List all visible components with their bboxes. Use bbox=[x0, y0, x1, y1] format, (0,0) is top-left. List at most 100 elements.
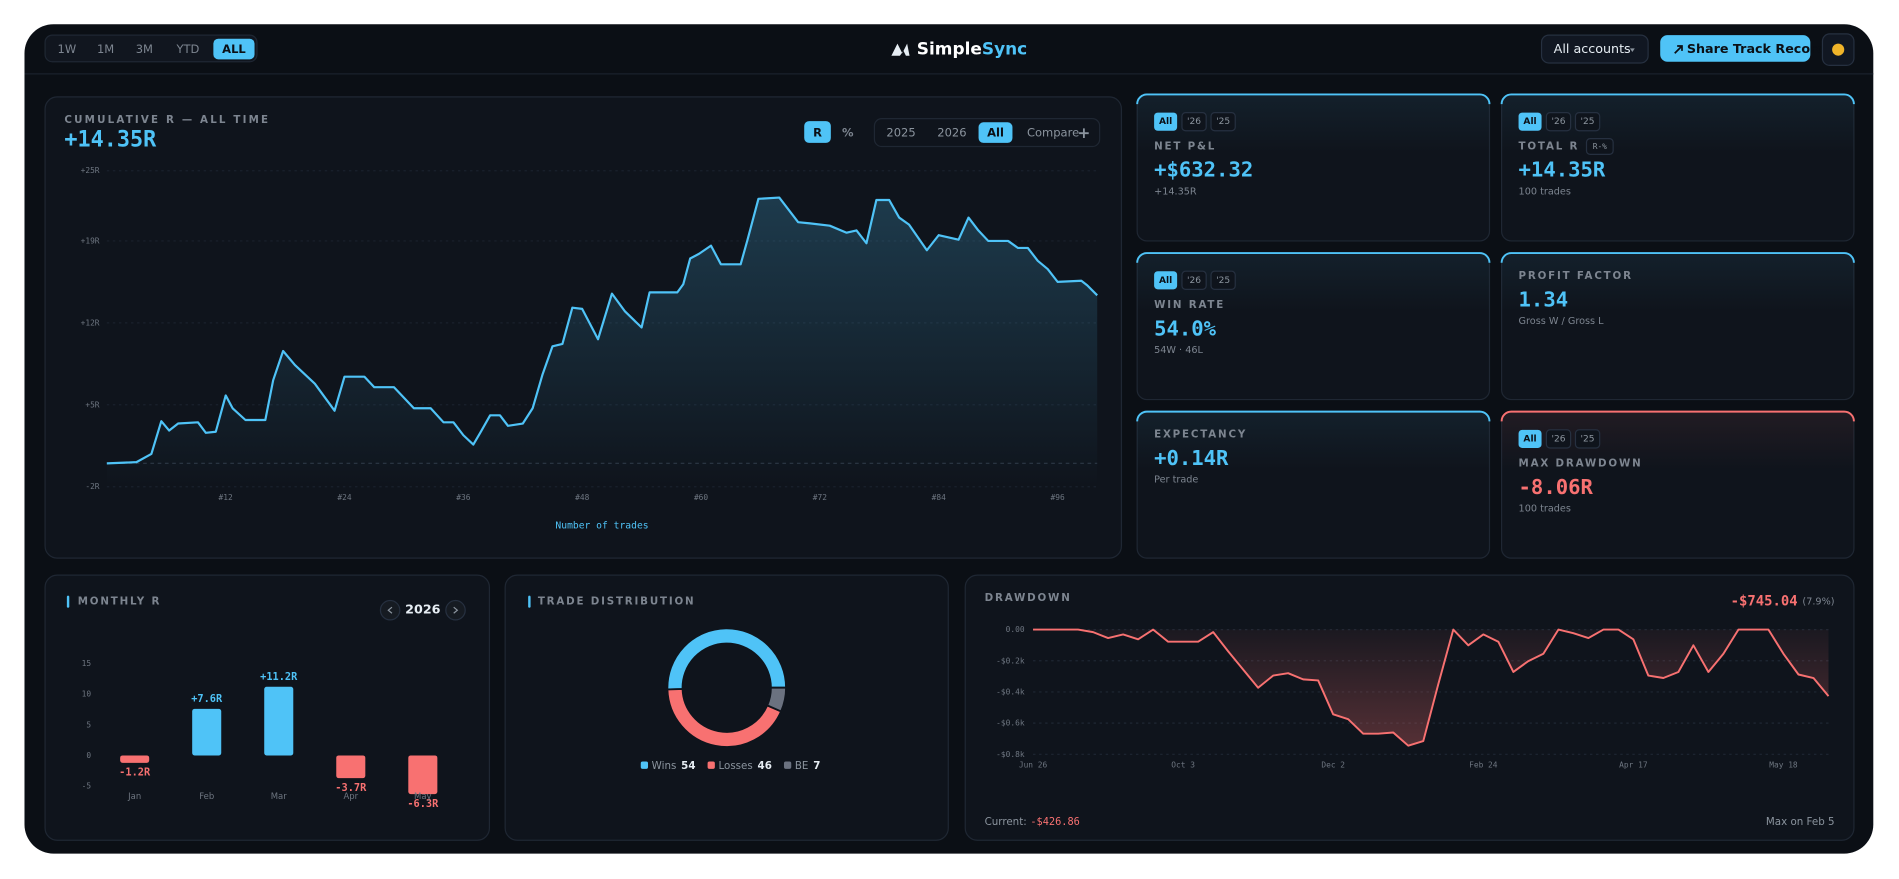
kpi-tab-label[interactable]: All bbox=[1523, 434, 1536, 444]
kpi-badge-label: R-% bbox=[1593, 142, 1607, 151]
unit-toggle[interactable]: R bbox=[813, 126, 822, 140]
kpi-tab-label[interactable]: '26 bbox=[1187, 276, 1201, 286]
y-tick-label: 5 bbox=[86, 720, 91, 729]
share-button[interactable] bbox=[1660, 35, 1811, 62]
kpi-tab-label[interactable]: All bbox=[1159, 276, 1172, 286]
account-select[interactable] bbox=[1540, 34, 1649, 64]
y-tick-label: +12R bbox=[81, 318, 100, 327]
kpi-tab-label[interactable]: '26 bbox=[1187, 117, 1201, 127]
prev-button[interactable] bbox=[379, 599, 401, 621]
period-tab[interactable]: 2025 bbox=[886, 126, 915, 140]
range-tab[interactable]: ALL bbox=[222, 42, 246, 56]
kpi-label: WIN RATE bbox=[1154, 299, 1225, 311]
range-tab[interactable]: 3M bbox=[136, 42, 153, 56]
range-tab[interactable]: YTD bbox=[175, 42, 199, 56]
kpi-accent bbox=[1136, 410, 1491, 422]
kpi-tab[interactable] bbox=[1518, 112, 1542, 131]
active-tab[interactable] bbox=[978, 122, 1013, 143]
sun-icon bbox=[1832, 43, 1845, 56]
prev-icon bbox=[387, 606, 393, 614]
kpi-tab[interactable] bbox=[1210, 270, 1236, 290]
legend-label: Losses bbox=[718, 760, 752, 772]
kpi-tab[interactable] bbox=[1518, 429, 1542, 448]
caret bbox=[1629, 48, 1635, 53]
next-icon bbox=[453, 606, 459, 614]
active-tab[interactable] bbox=[213, 38, 255, 60]
y-tick-label: +25R bbox=[81, 166, 100, 175]
x-tick-label: #36 bbox=[456, 493, 470, 502]
y-tick-label: 0.00 bbox=[1006, 625, 1025, 634]
bar bbox=[336, 755, 366, 779]
legend-swatch bbox=[640, 761, 649, 769]
range-tab[interactable]: 1W bbox=[58, 42, 77, 56]
drawdown-percent: (7.9%) bbox=[1802, 597, 1834, 608]
panel-label: CUMULATIVE R — ALL TIME bbox=[64, 114, 270, 126]
kpi-tab[interactable] bbox=[1154, 271, 1178, 290]
kpi-value: 54.0% bbox=[1154, 316, 1217, 340]
kpi-tab-label[interactable]: All bbox=[1523, 117, 1536, 127]
range-tabs bbox=[44, 34, 258, 63]
legend-swatch bbox=[783, 761, 792, 769]
period-tab[interactable]: All bbox=[987, 126, 1004, 140]
distribution-panel bbox=[504, 574, 949, 841]
kpi-tab-label[interactable]: '25 bbox=[1216, 276, 1230, 286]
kpi-accent bbox=[1500, 410, 1855, 422]
kpi-tab[interactable] bbox=[1574, 111, 1601, 132]
kpi-accent bbox=[1500, 252, 1855, 263]
next-button[interactable] bbox=[445, 599, 466, 621]
x-tick-label: Jan bbox=[127, 791, 141, 801]
area bbox=[106, 197, 1098, 487]
active-toggle[interactable] bbox=[804, 121, 831, 143]
period-tab[interactable]: 2026 bbox=[937, 126, 966, 140]
current-label: Current: bbox=[985, 816, 1027, 828]
kpi-label: NET P&L bbox=[1154, 141, 1216, 153]
panel-title: TRADE DISTRIBUTION bbox=[538, 596, 696, 608]
kpi-tab-label[interactable]: '25 bbox=[1581, 117, 1595, 127]
y-tick-label: -$0.8k bbox=[996, 750, 1025, 759]
bar bbox=[120, 755, 150, 763]
kpi-tab[interactable] bbox=[1545, 429, 1572, 449]
y-tick-label: -5 bbox=[82, 782, 92, 791]
compare-button[interactable]: Compare bbox=[1027, 126, 1079, 140]
y-tick-label: 15 bbox=[82, 659, 92, 668]
kpi-label: EXPECTANCY bbox=[1154, 429, 1247, 441]
share-button-label[interactable]: Share Track Record bbox=[1687, 41, 1826, 56]
kpi-tab[interactable] bbox=[1181, 111, 1207, 132]
kpi-tab[interactable] bbox=[1574, 429, 1601, 449]
kpi-sub: Per trade bbox=[1154, 474, 1198, 485]
kpi-tab[interactable] bbox=[1181, 270, 1207, 290]
kpi-tab-label[interactable]: All bbox=[1159, 117, 1172, 127]
current-value: -$426.86 bbox=[1030, 816, 1080, 828]
legend-swatch bbox=[707, 761, 715, 769]
bar bbox=[408, 755, 438, 795]
value-label: -1.2R bbox=[119, 767, 151, 779]
line bbox=[106, 196, 1098, 465]
x-tick-label: #48 bbox=[575, 493, 589, 502]
kpi-label: TOTAL R bbox=[1519, 141, 1580, 153]
kpi-tab-label[interactable]: '25 bbox=[1581, 434, 1595, 444]
kpi-tab-label[interactable]: '26 bbox=[1551, 117, 1565, 127]
x-tick-label: Mar bbox=[271, 791, 287, 801]
account-select-label[interactable]: All accounts bbox=[1554, 41, 1631, 56]
unit-toggle[interactable]: % bbox=[842, 126, 854, 140]
legend-label: BE bbox=[795, 760, 809, 772]
x-tick-label: Oct 3 bbox=[1171, 761, 1195, 770]
legend-value: 7 bbox=[813, 760, 820, 772]
kpi-tab[interactable] bbox=[1154, 112, 1178, 131]
range-tab[interactable]: 1M bbox=[97, 42, 114, 56]
kpi-sub: +14.35R bbox=[1154, 186, 1197, 197]
y-tick-label: -2R bbox=[85, 482, 99, 491]
kpi-accent bbox=[1500, 93, 1855, 105]
y-tick-label: -$0.6k bbox=[996, 719, 1025, 728]
share-icon bbox=[1674, 45, 1683, 54]
value-label: -6.3R bbox=[407, 798, 439, 810]
kpi-tab[interactable] bbox=[1210, 111, 1236, 132]
title-accent bbox=[66, 595, 70, 608]
kpi-tab-label[interactable]: '26 bbox=[1551, 434, 1565, 444]
kpi-tab-label[interactable]: '25 bbox=[1216, 117, 1230, 127]
donut-segment bbox=[766, 686, 787, 713]
panel-title: DRAWDOWN bbox=[985, 592, 1072, 604]
brand: SimpleSync bbox=[917, 39, 1027, 59]
kpi-tab[interactable] bbox=[1545, 111, 1572, 132]
